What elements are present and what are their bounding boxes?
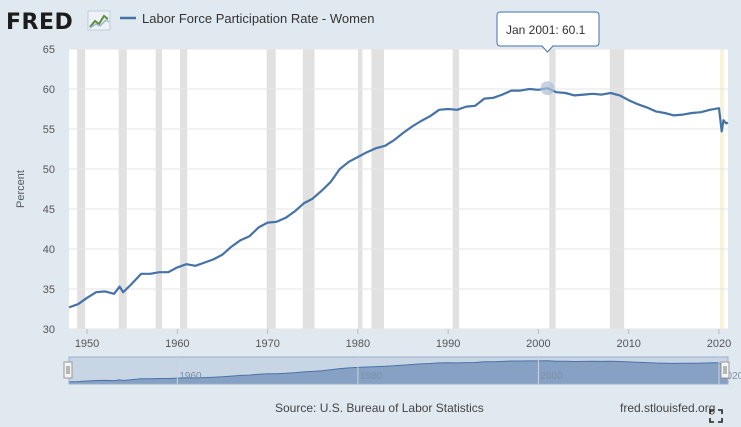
y-tick-label: 30 [43, 324, 55, 336]
legend[interactable]: Labor Force Participation Rate - Women [120, 11, 374, 26]
source-text: Source: U.S. Bureau of Labor Statistics [275, 401, 484, 415]
fullscreen-icon[interactable] [709, 409, 723, 423]
navigator-ticks: 1960 1980 2000 2020 [176, 357, 741, 384]
tooltip-value: 60.1 [562, 23, 586, 37]
legend-label: Labor Force Participation Rate - Women [142, 11, 374, 26]
x-tick-label: 1960 [165, 338, 189, 350]
hover-marker [540, 81, 555, 96]
y-tick-label: 50 [43, 164, 55, 176]
tooltip: Jan 2001: 60.1 [496, 11, 600, 96]
recession-bar [302, 49, 315, 329]
recession-bar [180, 49, 188, 329]
x-tick-label: 1980 [346, 338, 370, 350]
navigator[interactable]: 1960 1980 2000 2020 [63, 356, 741, 385]
recession-bar [609, 49, 625, 329]
x-tick-label: 1950 [75, 338, 99, 350]
series-line[interactable] [68, 87, 729, 309]
navigator-tick-label: 1980 [360, 371, 383, 382]
x-tick-label: 2000 [526, 338, 550, 350]
y-tick-label: 45 [43, 204, 55, 216]
tooltip-date: Jan 2001: [506, 23, 559, 37]
navigator-handle-right[interactable] [720, 361, 730, 379]
navigator-selection[interactable] [68, 356, 729, 385]
navigator-tick-label: 2000 [540, 371, 563, 382]
x-axis-ticks: 1950 1960 1970 1980 1990 2000 2010 2020 [75, 329, 731, 350]
y-tick-label: 40 [43, 244, 55, 256]
y-axis-ticks: 30 35 40 45 50 55 60 65 [43, 44, 55, 336]
fred-logo[interactable]: FRED [6, 10, 111, 35]
x-tick-label: 2010 [616, 338, 640, 350]
recession-bar [452, 49, 459, 329]
y-tick-label: 60 [43, 84, 55, 96]
recession-bar [357, 49, 363, 329]
site-link[interactable]: fred.stlouisfed.org [620, 401, 715, 415]
recession-bar [77, 49, 86, 329]
recession-bar [266, 49, 276, 329]
navigator-tick-label: 1960 [179, 371, 202, 382]
navigator-tick-label: 2020 [721, 371, 741, 382]
x-tick-label: 2020 [707, 338, 731, 350]
y-tick-label: 65 [43, 44, 55, 56]
plot-area [69, 49, 728, 329]
y-tick-label: 55 [43, 124, 55, 136]
navigator-handle-left[interactable] [63, 361, 73, 379]
tooltip-pointer [541, 45, 554, 53]
x-tick-label: 1990 [436, 338, 460, 350]
y-tick-label: 35 [43, 284, 55, 296]
recession-bars [77, 49, 724, 329]
gridlines [69, 48, 728, 330]
recession-bar [371, 49, 385, 329]
recession-bar [549, 49, 556, 329]
recession-bar [155, 49, 162, 329]
navigator-series [68, 360, 729, 385]
fred-graph-icon [87, 10, 111, 31]
recession-bar [118, 49, 127, 329]
recession-bar [719, 49, 724, 329]
x-tick-label: 1970 [255, 338, 279, 350]
y-axis-title: Percent [15, 170, 27, 208]
fred-logo-text: FRED [6, 10, 73, 35]
